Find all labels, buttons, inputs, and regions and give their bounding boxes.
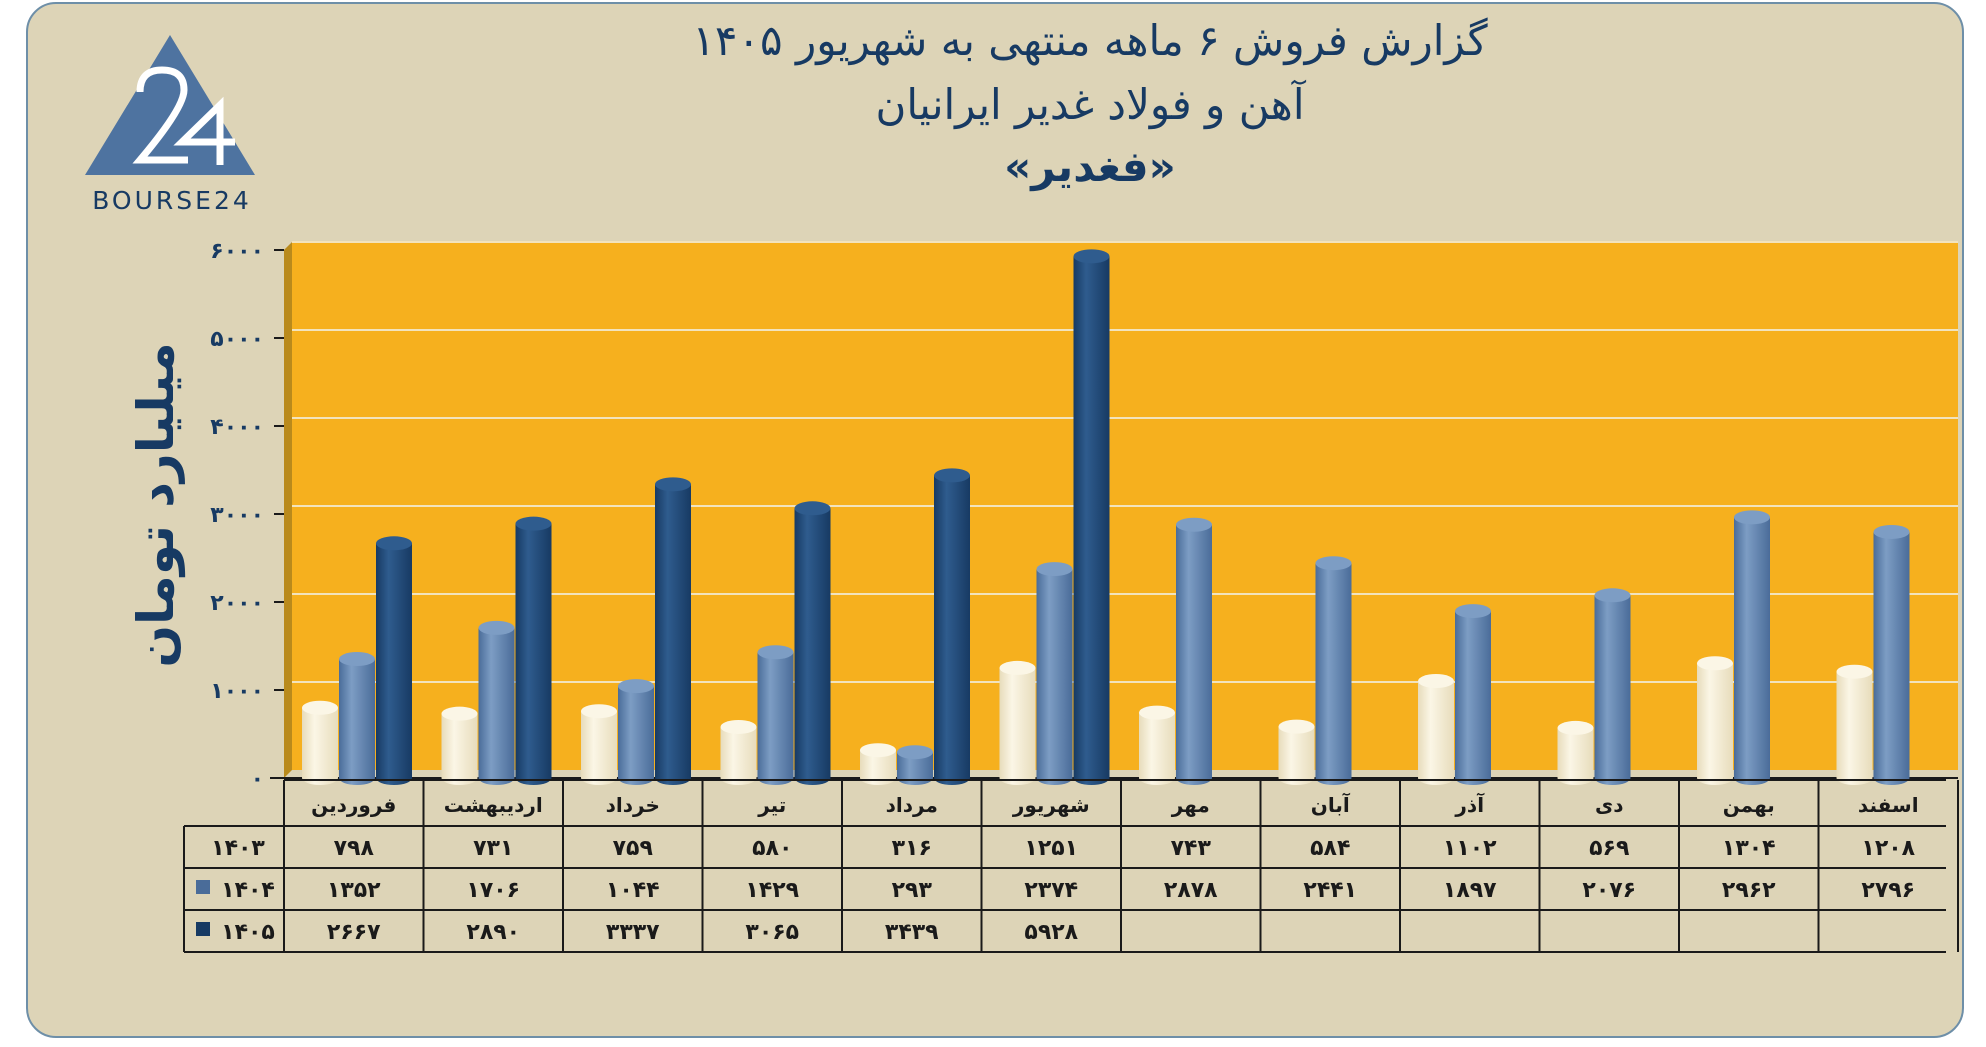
y-tick-label: ۶۰۰۰ [210,239,264,264]
bar [1697,656,1733,785]
bar [1557,720,1594,785]
x-tick-label: خرداد [606,793,660,817]
x-tick-label: مهر [1171,793,1210,817]
x-tick-label: بهمن [1723,793,1775,817]
bar [860,743,896,785]
bar [618,679,654,785]
bar [1278,719,1315,785]
data-label: ۱۳۵۲ [327,878,381,903]
data-label: ۷۵۹ [613,836,653,861]
data-label: ۲۳۷۴ [1024,878,1078,903]
data-label: ۲۹۶۲ [1722,878,1776,903]
bar [1418,674,1454,785]
data-label: ۵۸۴ [1310,836,1350,861]
y-tick-label: ۰ [251,767,264,792]
bar [478,620,515,785]
data-label: ۱۳۰۴ [1722,836,1776,861]
legend-label: ۱۴۰۵ [221,920,275,945]
x-tick-label: آذر [1454,792,1485,817]
bar [1455,604,1491,785]
bar [581,704,617,785]
data-label: ۷۴۳ [1171,836,1212,861]
bar [999,660,1036,785]
x-tick-label: تیر [757,793,786,817]
bar [1073,249,1110,785]
x-tick-label: مرداد [886,793,938,817]
chart-title-line-1: گزارش فروش ۶ ماهه منتهی به شهریور ۱۴۰۵ [692,16,1488,65]
bar [1036,562,1073,785]
legend-swatch [196,880,210,894]
bar [1176,517,1212,785]
x-tick-label: فروردین [311,793,396,817]
bar [1594,588,1631,785]
bar [376,536,412,785]
data-label: ۲۰۷۶ [1582,878,1636,903]
bar [757,645,794,785]
x-tick-label: شهریور [1012,793,1090,817]
data-label: ۵۸۰ [752,836,792,861]
bourse24-logo [85,35,255,175]
bar [794,501,831,785]
data-label: ۳۰۶۵ [745,920,799,945]
chart-title-line-2: آهن و فولاد غدیر ایرانیان [875,80,1305,129]
data-label: ۳۱۶ [892,836,932,861]
data-label: ۲۸۹۰ [466,920,520,945]
bar [302,700,338,785]
chart-title-line-3: «فغدیر» [1004,142,1176,191]
data-label: ۷۹۸ [334,836,375,861]
data-label: ۲۸۷۸ [1164,878,1218,903]
legend-label: ۱۴۰۳ [211,836,265,861]
bar [1139,705,1175,785]
data-label: ۱۴۲۹ [745,878,799,903]
legend-label: ۱۴۰۴ [221,878,275,903]
data-label: ۲۶۶۷ [327,920,381,945]
bar [441,706,478,785]
data-label: ۵۹۲۸ [1024,920,1078,945]
data-label: ۱۸۹۷ [1443,878,1497,903]
bar [339,652,375,785]
data-label: ۳۳۳۷ [606,920,660,945]
data-label: ۲۴۴۱ [1303,878,1357,903]
data-label: ۲۹۳ [892,878,933,903]
x-tick-label: دی [1595,793,1624,817]
bar [515,516,552,785]
bar [655,477,691,785]
bar [934,468,970,785]
data-label: ۳۴۳۹ [885,920,939,945]
data-label: ۵۶۹ [1589,836,1629,861]
data-label: ۷۳۱ [473,836,513,861]
data-label: ۲۷۹۶ [1861,878,1915,903]
bar [1734,510,1770,785]
data-label: ۱۷۰۶ [466,878,520,903]
bar [897,745,933,785]
data-label: ۱۱۰۲ [1443,836,1497,861]
x-tick-label: اسفند [1858,793,1919,817]
data-label: ۱۰۴۴ [606,878,660,903]
y-tick-label: ۵۰۰۰ [210,327,264,352]
bar [1315,556,1352,785]
data-label: ۱۲۵۱ [1024,836,1078,861]
y-tick-label: ۴۰۰۰ [210,415,264,440]
bar [720,719,757,785]
y-tick-label: ۳۰۰۰ [210,503,264,528]
plot-side-wall [284,242,292,778]
x-tick-label: اردیبهشت [444,793,543,817]
logo-text: BOURSE24 [92,186,252,215]
data-label: ۱۲۰۸ [1861,836,1915,861]
y-tick-label: ۲۰۰۰ [210,591,264,616]
legend-swatch [196,922,210,936]
bar [1873,524,1910,785]
bar [1836,664,1873,785]
x-tick-label: آبان [1311,792,1351,817]
y-tick-label: ۱۰۰۰ [210,679,264,704]
